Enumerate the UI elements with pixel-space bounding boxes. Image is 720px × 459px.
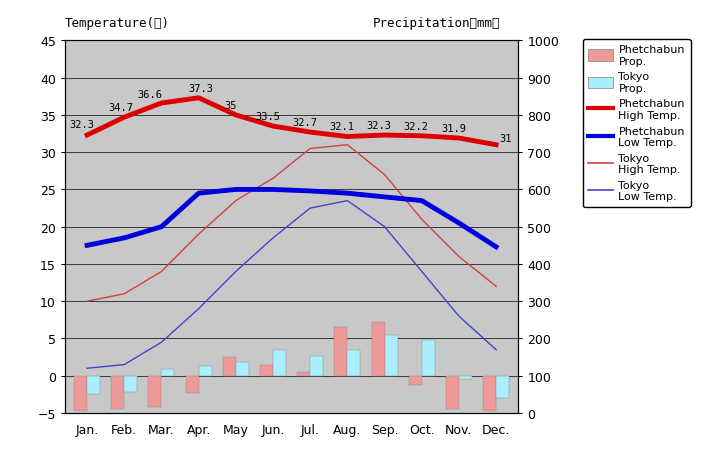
Text: 35: 35 (224, 101, 236, 111)
Bar (148, 376, 161, 408)
Bar (199, 367, 212, 376)
Bar (446, 376, 459, 409)
Text: 34.7: 34.7 (108, 103, 133, 113)
Bar (260, 365, 273, 376)
Text: 31: 31 (499, 134, 512, 144)
Text: Precipitation（mm）: Precipitation（mm） (373, 17, 500, 30)
Bar (112, 376, 125, 409)
Bar (236, 362, 249, 376)
Bar (334, 328, 347, 376)
Text: 33.5: 33.5 (255, 112, 280, 122)
Bar (409, 376, 422, 385)
Bar (297, 372, 310, 376)
Bar (222, 357, 236, 376)
Text: 37.3: 37.3 (188, 84, 213, 94)
Text: 32.2: 32.2 (404, 121, 428, 131)
Bar (459, 376, 472, 379)
Bar (310, 356, 323, 376)
Text: 32.7: 32.7 (292, 118, 317, 128)
Bar (87, 376, 100, 394)
Text: 32.3: 32.3 (69, 120, 94, 130)
Bar (347, 351, 361, 376)
Bar (74, 376, 87, 411)
Bar (384, 335, 397, 376)
Bar (483, 376, 496, 411)
Bar (186, 376, 199, 392)
Bar (422, 340, 435, 376)
Text: Temperature(℃): Temperature(℃) (65, 17, 170, 30)
Text: 32.3: 32.3 (366, 121, 392, 130)
Bar (273, 351, 286, 376)
Text: 31.9: 31.9 (441, 123, 466, 134)
Bar (125, 376, 138, 392)
Bar (372, 322, 384, 376)
Bar (496, 376, 509, 398)
Legend: Phetchabun
Prop., Tokyo
Prop., Phetchabun
High Temp., Phetchabun
Low Temp., Toky: Phetchabun Prop., Tokyo Prop., Phetchabu… (583, 39, 690, 207)
Text: 32.1: 32.1 (329, 122, 354, 132)
Text: 36.6: 36.6 (138, 90, 163, 99)
Bar (161, 369, 174, 376)
